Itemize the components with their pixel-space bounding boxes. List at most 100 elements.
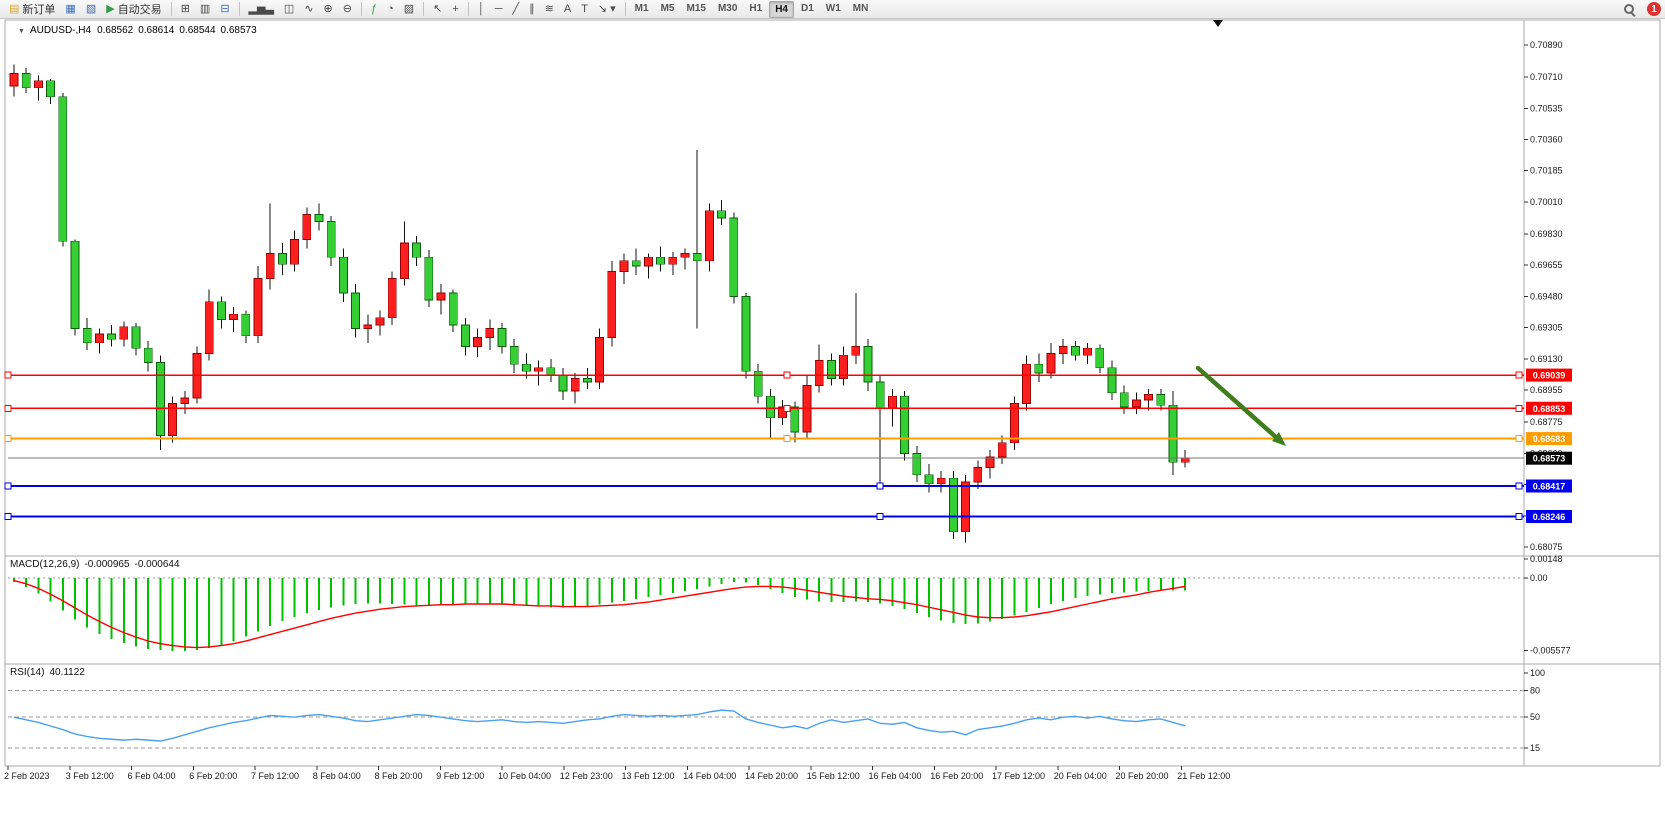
candle-body [692, 253, 702, 262]
macd-main-value: -0.000965 [84, 559, 130, 570]
hline-handle[interactable] [1515, 482, 1523, 490]
trendline-tool-button[interactable]: ╱ [508, 0, 525, 18]
timeframe-m1-button[interactable]: M1 [634, 2, 649, 14]
candle [656, 246, 665, 272]
crosshair-tool-button[interactable]: + [447, 0, 463, 18]
hline-handle[interactable] [4, 513, 12, 521]
candle-body [375, 317, 385, 326]
candle [338, 248, 348, 302]
candle [95, 328, 104, 354]
arrows-tool-button[interactable]: ↘ ▾ [593, 0, 621, 18]
timeframe-d1-button[interactable]: D1 [800, 2, 814, 14]
candle-body [216, 301, 226, 321]
candle-body [351, 292, 361, 329]
candle [753, 364, 763, 404]
price-label-0.68246: 0.68246 [1533, 512, 1566, 522]
candle-body [949, 477, 958, 533]
time-tick-label: 9 Feb 12:00 [436, 771, 484, 781]
bar-chart-button[interactable]: ▂▅▃ [244, 0, 279, 18]
candle-body [900, 395, 909, 454]
market-watch-button[interactable]: ▦ [60, 0, 80, 18]
candle-body [1095, 347, 1105, 369]
price-tick-label: 0.70890 [1530, 40, 1563, 50]
hline-handle[interactable] [876, 513, 884, 521]
hline-handle[interactable] [783, 371, 791, 379]
chart-ohlc-header: ▼ AUDUSD-,H4 0.68562 0.68614 0.68544 0.68573 [18, 25, 262, 36]
macd-tick-label: 0.00 [1530, 573, 1548, 583]
down-arrow-head[interactable] [1272, 432, 1286, 446]
hline-handle[interactable] [1515, 435, 1523, 443]
navigator-button[interactable]: ▧ [81, 0, 101, 18]
hline-handle[interactable] [1515, 513, 1523, 521]
hline-handle[interactable] [1515, 404, 1523, 412]
auto-trading-button[interactable]: ▶ 自动交易 [101, 0, 166, 18]
new-order-button[interactable]: ▤ 新订单 [4, 0, 60, 18]
price-tick-label: 0.68075 [1530, 542, 1563, 552]
hline-handle[interactable] [4, 371, 12, 379]
candle-body [936, 477, 946, 485]
hline-handle[interactable] [4, 404, 12, 412]
label-tool-button[interactable]: T [576, 0, 593, 18]
candle-body [1022, 363, 1031, 404]
candle-body [997, 442, 1007, 458]
candle [168, 396, 178, 443]
candle-body [814, 360, 824, 387]
hline-handle[interactable] [783, 435, 791, 443]
templates-button[interactable]: ▨ [399, 0, 419, 18]
candle [460, 317, 470, 356]
hline-handle[interactable] [1515, 371, 1523, 379]
collapse-chart-icon[interactable]: ▼ [18, 28, 25, 35]
new-chart-button[interactable]: ⊞ [176, 0, 195, 18]
fibonacci-tool-button[interactable]: ≋ [540, 0, 559, 18]
down-arrow-line[interactable] [1195, 365, 1280, 441]
price-label-0.68853: 0.68853 [1533, 404, 1566, 414]
candle [1107, 360, 1117, 400]
indicators-button[interactable]: ƒ [366, 0, 382, 18]
hline-handle[interactable] [4, 482, 12, 490]
periods-button[interactable]: ◔ [382, 0, 399, 18]
candle [58, 93, 68, 247]
rsi-tick-label: 80 [1530, 686, 1540, 696]
timeframe-h1-button[interactable]: H1 [749, 2, 763, 14]
zoom-in-button[interactable]: ⊕ [319, 0, 338, 18]
channel-tool-button[interactable]: ∥ [524, 0, 540, 18]
zoom-out-button[interactable]: ⊖ [338, 0, 357, 18]
candle [326, 216, 336, 267]
candlestick-chart-button[interactable]: ◫ [279, 0, 299, 18]
candle-body [509, 345, 519, 365]
chart-high-value: 0.68614 [138, 25, 175, 36]
text-tool-button[interactable]: A [559, 0, 576, 18]
cursor-tool-button[interactable]: ↖ [428, 0, 447, 18]
timeframe-w1-button[interactable]: W1 [825, 2, 841, 14]
candle-body [143, 347, 153, 363]
bar-chart-icon: ▂▅▃ [248, 2, 274, 15]
candle-body [131, 326, 141, 349]
tile-windows-icon: ⊟ [220, 2, 230, 15]
timeframe-mn-button[interactable]: MN [852, 2, 869, 14]
time-axis[interactable] [7, 766, 1182, 770]
vertical-line-tool-button[interactable]: │ [473, 0, 490, 18]
horizontal-line-tool-button[interactable]: ─ [490, 0, 508, 18]
candle-body [265, 253, 275, 280]
candle-body [204, 301, 214, 354]
candle-body [338, 256, 348, 294]
candle-body [1010, 403, 1019, 444]
timeframe-h4-button[interactable]: H4 [769, 0, 794, 18]
time-tick-label: 16 Feb 20:00 [930, 771, 983, 781]
timeframe-m5-button[interactable]: M5 [660, 2, 675, 14]
hline-handle[interactable] [783, 404, 791, 412]
search-button[interactable] [1618, 0, 1641, 18]
timeframe-m30-button[interactable]: M30 [717, 2, 738, 14]
timeframe-m15-button[interactable]: M15 [686, 2, 706, 14]
candle-body [460, 324, 470, 347]
line-chart-button[interactable]: ∿ [299, 0, 318, 18]
trend-arrow-annotation[interactable] [1195, 365, 1286, 446]
profiles-button[interactable]: ▥ [195, 0, 215, 18]
notification-badge[interactable]: 1 [1647, 2, 1661, 16]
tile-windows-button[interactable]: ⊟ [215, 0, 234, 18]
arrows-tool-icon: ↘ [597, 2, 608, 15]
candle-body [95, 333, 104, 344]
hline-handle[interactable] [876, 482, 884, 490]
hline-handle[interactable] [4, 435, 12, 443]
candle [668, 251, 678, 276]
